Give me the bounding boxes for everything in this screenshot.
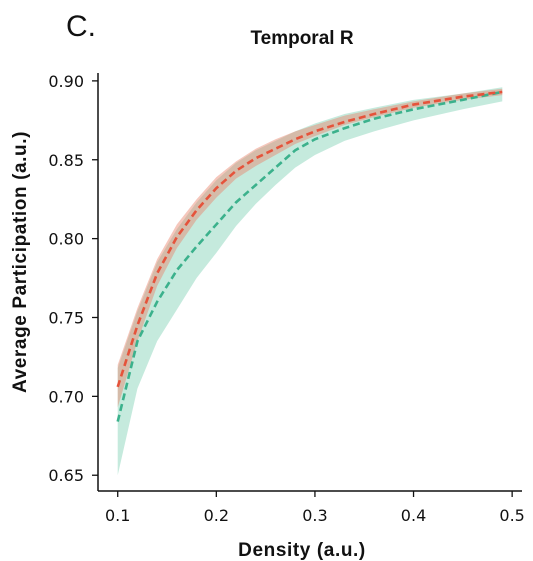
chart-title: Temporal R — [250, 28, 353, 49]
series-0-line — [116, 90, 503, 388]
x-axis-label: Density (a.u.) — [238, 540, 366, 561]
x-tick-label: 0.1 — [105, 506, 130, 525]
y-tick-label: 0.85 — [48, 151, 84, 170]
x-tick-label: 0.4 — [401, 506, 426, 525]
panel-label: C. — [66, 10, 96, 43]
series-1-line — [116, 90, 503, 422]
y-tick-label: 0.80 — [48, 230, 84, 249]
y-tick-label: 0.90 — [48, 72, 84, 91]
y-tick-label: 0.65 — [48, 466, 84, 485]
y-tick-label: 0.75 — [48, 308, 84, 327]
x-tick-label: 0.5 — [499, 506, 524, 525]
series-0-band — [117, 88, 503, 408]
x-axis-ticks: 0.1 0.2 0.3 0.4 0.5 — [105, 491, 525, 525]
y-tick-label: 0.70 — [48, 387, 84, 406]
y-axis-label: Average Participation (a.u.) — [10, 131, 31, 393]
confidence-bands — [117, 87, 503, 476]
y-axis-ticks: 0.65 0.70 0.75 0.80 0.85 0.90 — [48, 72, 98, 485]
series-1-band — [117, 87, 503, 476]
x-tick-label: 0.3 — [302, 506, 327, 525]
series-lines — [116, 90, 503, 422]
x-tick-label: 0.2 — [204, 506, 229, 525]
